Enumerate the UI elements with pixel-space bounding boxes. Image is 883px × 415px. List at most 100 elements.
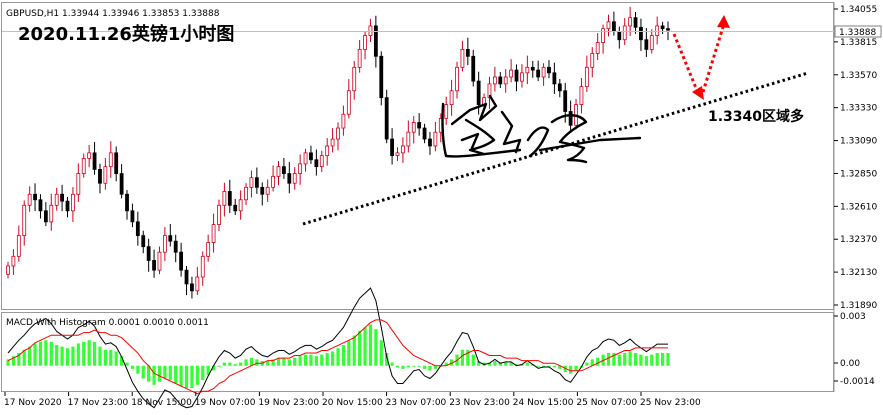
histogram-bar <box>71 346 75 366</box>
time-tick-label: 20 Nov 15:00 <box>322 398 383 408</box>
histogram-bar <box>287 359 291 366</box>
candle <box>503 69 508 93</box>
time-tick-label: 25 Nov 23:00 <box>640 398 701 408</box>
candle <box>114 146 119 182</box>
candle-body <box>541 66 546 78</box>
candle <box>514 64 519 92</box>
current-price-box <box>834 25 882 38</box>
histogram-bar <box>650 354 654 366</box>
candle <box>200 251 205 286</box>
histogram-bar <box>114 351 118 366</box>
histogram-bar <box>547 365 551 367</box>
chart-title: 2020.11.26英镑1小时图 <box>18 23 234 45</box>
histogram-bar <box>244 359 248 366</box>
candle <box>130 203 135 228</box>
histogram-bar <box>477 360 481 366</box>
candle-body <box>227 191 232 206</box>
histogram-bar <box>6 359 10 366</box>
candle-body <box>612 21 616 32</box>
candle <box>330 128 335 153</box>
candle <box>125 190 129 220</box>
candle-body <box>444 104 449 119</box>
candle <box>249 170 254 198</box>
candle <box>319 150 324 172</box>
candle <box>271 165 275 192</box>
main-chart-panel[interactable] <box>1 2 834 310</box>
candle-body <box>206 242 211 257</box>
candle <box>595 33 600 61</box>
candle <box>584 55 589 92</box>
macd-panel[interactable] <box>1 312 834 392</box>
candle-body <box>628 17 633 27</box>
histogram-bar <box>249 357 254 366</box>
candle <box>368 18 373 43</box>
candle <box>422 123 427 144</box>
candle-body <box>406 131 411 147</box>
candle <box>639 18 643 51</box>
time-tick-label: 17 Nov 23:00 <box>68 398 129 408</box>
candle-body <box>639 26 643 41</box>
candle-body <box>509 69 514 78</box>
time-tick-label: 23 Nov 07:00 <box>386 398 447 408</box>
candle <box>81 153 86 178</box>
histogram-bar <box>314 356 318 366</box>
candle-body <box>141 235 146 248</box>
histogram-bar <box>606 353 611 366</box>
candle <box>411 116 416 144</box>
histogram-bar <box>87 340 91 366</box>
current-price-label: 1.33888 <box>839 28 876 38</box>
histogram-bar <box>401 365 405 369</box>
histogram-bar <box>157 365 162 382</box>
candle-body <box>498 76 503 85</box>
histogram-bar <box>552 365 556 368</box>
price-tick-label: 1.33570 <box>840 71 877 81</box>
candle-body <box>449 90 454 105</box>
histogram-bar <box>466 349 470 366</box>
candle <box>666 21 670 41</box>
histogram-bar <box>120 356 124 366</box>
candle-body <box>162 235 167 253</box>
histogram-bar <box>633 353 638 366</box>
candle <box>379 51 384 106</box>
candlestick-series <box>6 6 670 299</box>
histogram-bar <box>298 356 302 366</box>
candle-body <box>49 204 54 223</box>
candle <box>547 60 551 79</box>
candle-body <box>254 177 259 188</box>
histogram-bar <box>358 330 362 366</box>
candle-body <box>325 145 330 157</box>
histogram-bar <box>125 362 129 366</box>
histogram-bar <box>514 364 519 366</box>
histogram-bar <box>228 362 232 366</box>
candle <box>233 198 238 215</box>
candle-body <box>530 66 535 71</box>
candle-body <box>244 186 248 201</box>
histogram-bar <box>239 362 243 366</box>
candle <box>498 72 503 89</box>
candle-body <box>417 122 422 129</box>
candle-body <box>233 204 238 212</box>
candle-body <box>487 83 492 99</box>
candle-body <box>330 138 335 147</box>
candle-body <box>319 155 324 168</box>
histogram-bar <box>623 353 627 366</box>
candle-body <box>22 204 27 237</box>
candle-body <box>460 48 465 68</box>
histogram-bar <box>233 364 237 366</box>
candle <box>401 137 405 163</box>
candle <box>552 62 557 94</box>
candle <box>254 167 259 194</box>
candle-body <box>633 17 638 28</box>
candle <box>217 199 221 232</box>
histogram-bar <box>222 362 226 366</box>
price-tick-label: 1.33815 <box>840 38 877 48</box>
candle-body <box>119 173 124 195</box>
candle-body <box>6 265 10 275</box>
candle-body <box>422 127 427 140</box>
candle <box>352 60 357 100</box>
histogram-bar <box>385 353 389 366</box>
price-tick-label: 1.33090 <box>840 137 877 147</box>
candle-body <box>363 35 367 50</box>
